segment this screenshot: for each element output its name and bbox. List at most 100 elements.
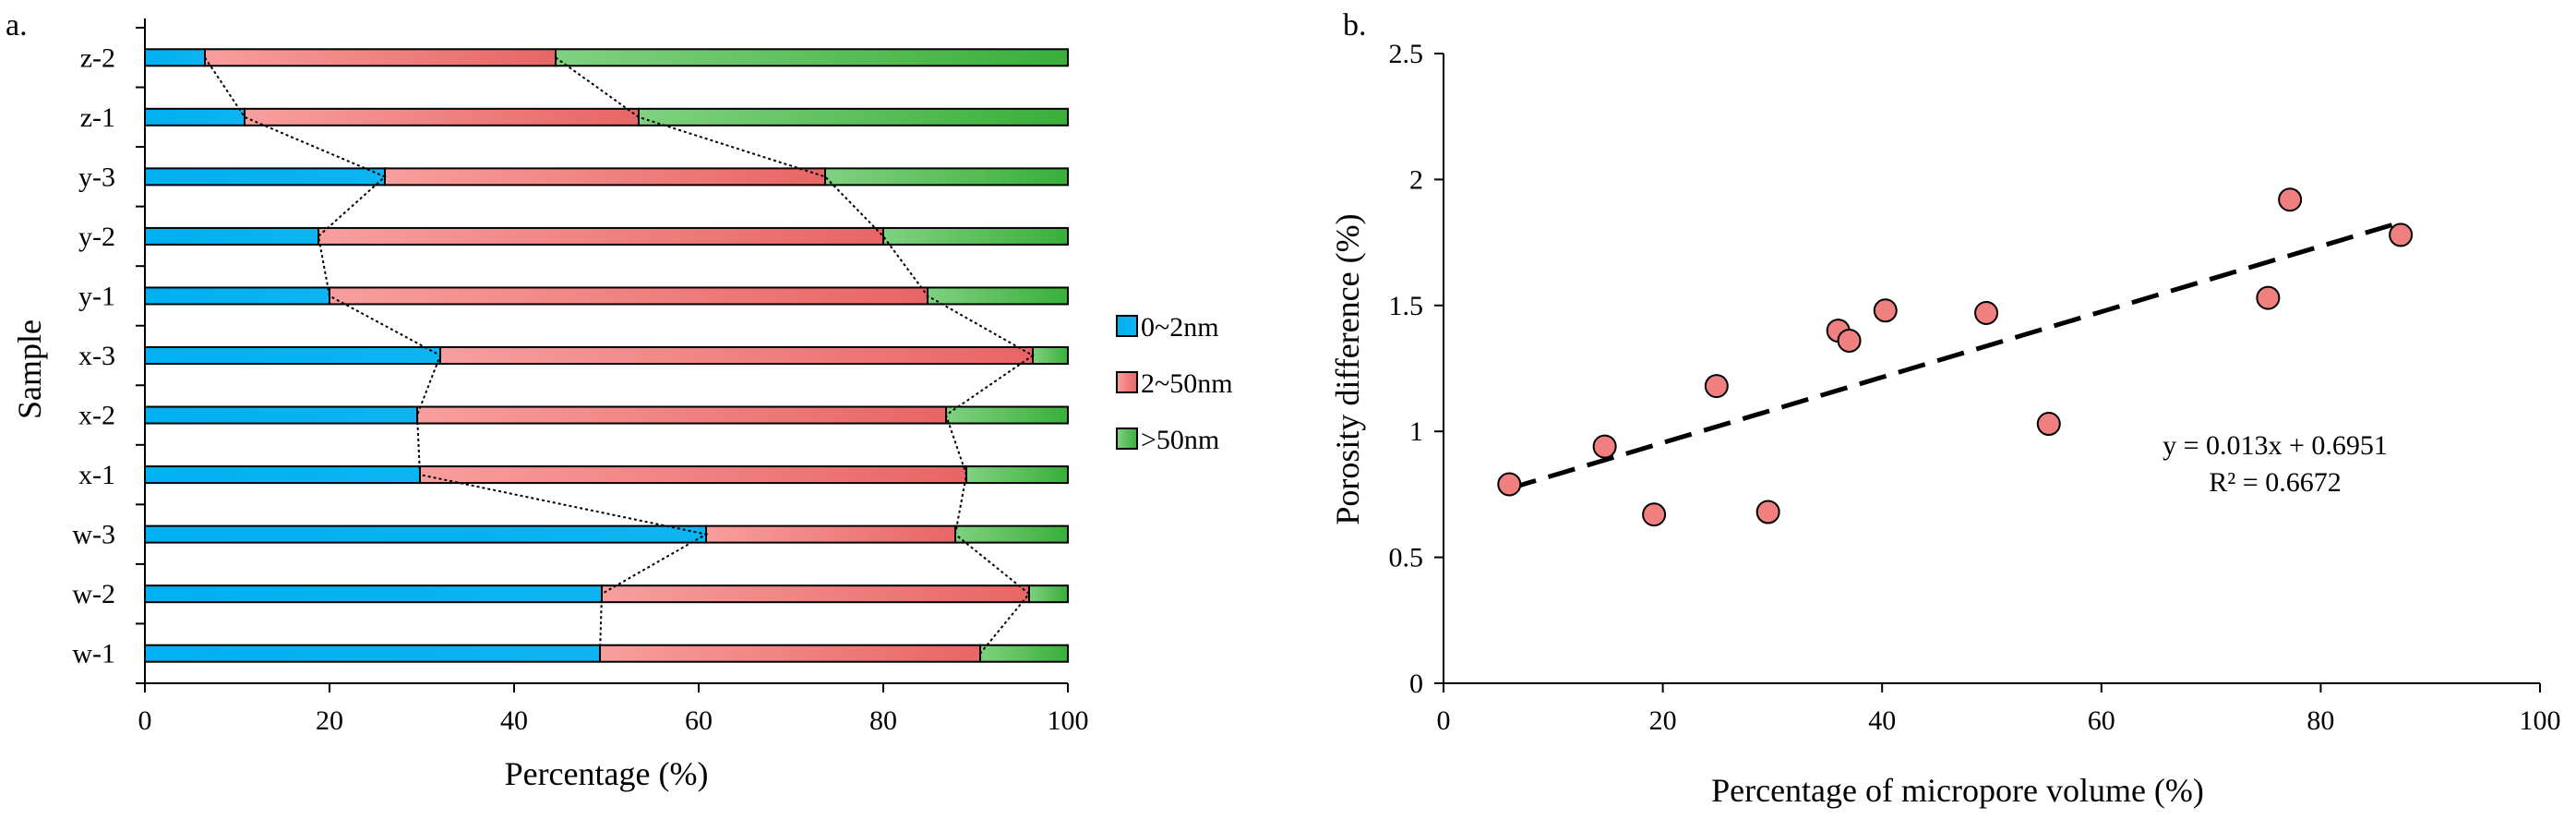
x-tick-label-20: 20 xyxy=(316,705,343,736)
tick-label-w-2: w-2 xyxy=(72,579,115,609)
bar-segment-y-2-2~50nm xyxy=(318,226,884,246)
bar-segment-w-2-2~50nm xyxy=(601,584,1030,604)
bar-segment-z-1-0~2nm xyxy=(144,107,246,126)
y-tick-label-2: 2 xyxy=(1409,164,1423,195)
tick-label-w-3: w-3 xyxy=(72,520,115,550)
legend-label-2: 2~50nm xyxy=(1141,368,1233,399)
bar-segment-x-2-0~2nm xyxy=(144,405,418,425)
tick-label-x-3: x-3 xyxy=(78,341,115,371)
connector-line-2 xyxy=(555,56,1035,655)
y-tick-label-1.5: 1.5 xyxy=(1389,291,1424,321)
bar-segment-z-1-2~50nm xyxy=(244,107,640,126)
x-tick-label-60: 60 xyxy=(2088,705,2115,736)
tick-label-z-1: z-1 xyxy=(80,102,115,133)
percentage-tick-labels: 0 20 40 60 80 100 xyxy=(138,705,1089,736)
data-point-1 xyxy=(1497,472,1522,497)
bar-segment-w-3->50nm xyxy=(954,524,1069,544)
tick-label-w-1: w-1 xyxy=(72,639,115,669)
data-point-8 xyxy=(1873,298,1898,323)
x-tick-label-60: 60 xyxy=(685,705,713,736)
legend-label-3: >50nm xyxy=(1141,425,1219,455)
connector-line-1 xyxy=(204,56,709,654)
bar-segment-x-3-0~2nm xyxy=(144,346,441,365)
data-point-12 xyxy=(2278,187,2303,212)
data-point-9 xyxy=(1974,300,1999,325)
legend: 0~2nm 2~50nm >50nm xyxy=(1116,312,1233,455)
dotted-connectors xyxy=(204,56,1035,655)
data-point-2 xyxy=(1592,434,1617,459)
bar-segment-x-2-2~50nm xyxy=(416,405,947,425)
y-tick-label-0: 0 xyxy=(1409,668,1423,699)
bar-segment-w-1-0~2nm xyxy=(144,644,601,663)
bar-segment-y-1-2~50nm xyxy=(329,286,929,306)
panel-b-axes xyxy=(1434,53,2541,692)
panel-a-y-axis-title: Sample xyxy=(11,319,48,419)
bar-segment-w-2->50nm xyxy=(1028,584,1069,604)
x-tick-label-80: 80 xyxy=(2306,705,2334,736)
legend-swatch-3 xyxy=(1116,428,1138,450)
legend-swatch-1 xyxy=(1116,315,1138,337)
bar-segment-w-3-2~50nm xyxy=(705,524,956,544)
bar-segment-w-2-0~2nm xyxy=(144,584,603,604)
bar-segment-x-1->50nm xyxy=(965,465,1069,485)
bar-segment-y-3-0~2nm xyxy=(144,167,386,187)
bar-segment-x-3-2~50nm xyxy=(439,346,1034,365)
x-tick-label-0: 0 xyxy=(138,705,152,736)
panel-b-x-axis-title: Percentage of micropore volume (%) xyxy=(1711,772,2204,809)
x-tick-label-100: 100 xyxy=(1048,705,1089,736)
bar-segment-x-1-2~50nm xyxy=(419,465,967,485)
x-tick-label-40: 40 xyxy=(500,705,528,736)
tick-label-y-1: y-1 xyxy=(78,281,115,311)
panel-a-axes xyxy=(136,18,1069,692)
tick-label-x-2: x-2 xyxy=(78,401,115,431)
data-point-7 xyxy=(1837,328,1862,353)
data-point-3 xyxy=(1642,502,1667,527)
x-tick-label-0: 0 xyxy=(1437,705,1451,736)
panel-b-label: b. xyxy=(1343,8,1367,42)
data-point-11 xyxy=(2256,285,2281,310)
micropore-tick-labels: 0 20 40 60 80 100 xyxy=(1437,705,2561,736)
bar-segment-w-3-0~2nm xyxy=(144,524,707,544)
y-tick-label-1: 1 xyxy=(1409,416,1423,447)
x-tick-label-80: 80 xyxy=(869,705,897,736)
bar-segment-y-2-0~2nm xyxy=(144,226,319,246)
panel-b-y-axis-title: Porosity difference (%) xyxy=(1329,213,1366,524)
bar-segment-z-2-2~50nm xyxy=(204,48,557,67)
panel-b-scatter-chart: b. 0 20 40 60 80 100 0 0.5 1 1.5 2 2.5 y = 0.013x … xyxy=(1329,8,2561,809)
trendline xyxy=(1508,221,2399,491)
bar-segment-y-1->50nm xyxy=(927,286,1069,306)
bar-segment-x-1-0~2nm xyxy=(144,465,421,485)
panel-a-label: a. xyxy=(6,8,28,42)
bar-segment-w-1-2~50nm xyxy=(599,644,981,663)
bar-segment-y-3->50nm xyxy=(824,167,1069,187)
bar-segment-x-3->50nm xyxy=(1032,346,1069,365)
stacked-bars xyxy=(144,48,1069,663)
bar-segment-z-2-0~2nm xyxy=(144,48,206,67)
bar-segment-y-2->50nm xyxy=(882,226,1069,246)
x-tick-label-40: 40 xyxy=(1868,705,1896,736)
data-point-5 xyxy=(1755,500,1780,524)
x-tick-label-20: 20 xyxy=(1649,705,1677,736)
bar-segment-y-1-0~2nm xyxy=(144,286,330,306)
scatter-points xyxy=(1497,187,2414,527)
x-tick-label-100: 100 xyxy=(2520,705,2561,736)
y-tick-label-0.5: 0.5 xyxy=(1389,543,1424,573)
legend-swatch-2 xyxy=(1116,371,1138,393)
data-point-4 xyxy=(1704,374,1729,399)
bar-segment-x-2->50nm xyxy=(945,405,1069,425)
sample-tick-labels: z-2 z-1 y-3 y-2 y-1 x-3 x-2 x-1 w-3 w-2 w-1 xyxy=(72,42,115,668)
bar-segment-z-1->50nm xyxy=(638,107,1069,126)
data-point-10 xyxy=(2036,412,2061,437)
regression-equation: y = 0.013x + 0.6951 xyxy=(2163,430,2388,461)
tick-label-y-2: y-2 xyxy=(78,222,115,252)
porosity-tick-labels: 0 0.5 1 1.5 2 2.5 xyxy=(1389,39,1424,699)
tick-label-y-3: y-3 xyxy=(78,162,115,192)
y-tick-label-2.5: 2.5 xyxy=(1389,39,1424,69)
bar-segment-z-2->50nm xyxy=(555,48,1069,67)
panel-a-bar-chart: a. z-2 z-1 y-3 y-2 y-1 x-3 x-2 x-1 w-3 w-2 w-1 0 20… xyxy=(6,8,1233,792)
data-point-13 xyxy=(2389,223,2414,247)
bar-segment-w-1->50nm xyxy=(979,644,1069,663)
panel-a-x-axis-title: Percentage (%) xyxy=(505,755,709,792)
tick-label-x-1: x-1 xyxy=(78,460,115,490)
